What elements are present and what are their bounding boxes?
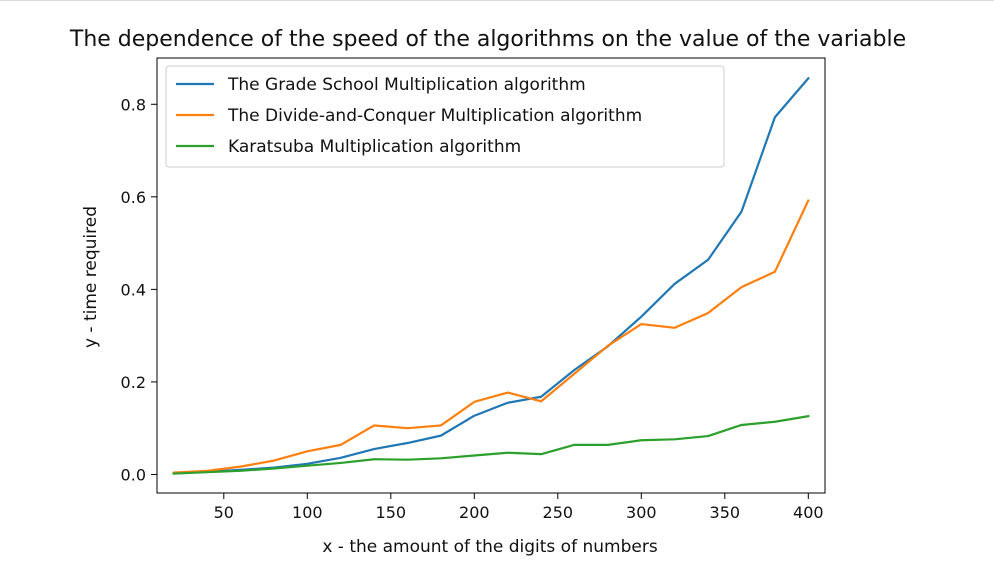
x-tick-label: 400 — [793, 503, 824, 522]
x-tick-label: 200 — [459, 503, 490, 522]
y-tick-label: 0.2 — [121, 373, 146, 392]
y-tick-label: 0.8 — [121, 95, 146, 114]
legend-entry-3: Karatsuba Multiplication algorithm — [228, 137, 521, 157]
y-tick-label: 0.6 — [121, 188, 146, 207]
y-tick-label: 0.0 — [121, 465, 146, 484]
legend-entry-2: The Divide-and-Conquer Multiplication al… — [227, 106, 642, 126]
x-tick-label: 250 — [543, 503, 574, 522]
x-tick-label: 100 — [292, 503, 323, 522]
series-line-3 — [172, 414, 810, 475]
legend-entry-1: The Grade School Multiplication algorith… — [227, 75, 586, 95]
legend-box — [165, 65, 725, 168]
x-tick-label: 150 — [376, 503, 407, 522]
series-line-2 — [172, 199, 810, 474]
top-divider — [0, 0, 994, 1]
x-tick-label: 350 — [710, 503, 741, 522]
y-tick-label: 0.4 — [121, 280, 146, 299]
x-axis-label: x - the amount of the digits of numbers — [322, 537, 657, 557]
y-axis-label: y - time required — [81, 206, 101, 348]
axes-frame — [156, 57, 826, 494]
chart-title: The dependence of the speed of the algor… — [69, 27, 906, 52]
x-tick-label: 50 — [214, 503, 234, 522]
plot-area: 50 100 150 200 250 300 350 400 0.0 0.2 0.4 0.6 0.8 — [121, 57, 826, 522]
x-tick-label: 300 — [626, 503, 657, 522]
legend: The Grade School Multiplication algorith… — [165, 65, 725, 168]
